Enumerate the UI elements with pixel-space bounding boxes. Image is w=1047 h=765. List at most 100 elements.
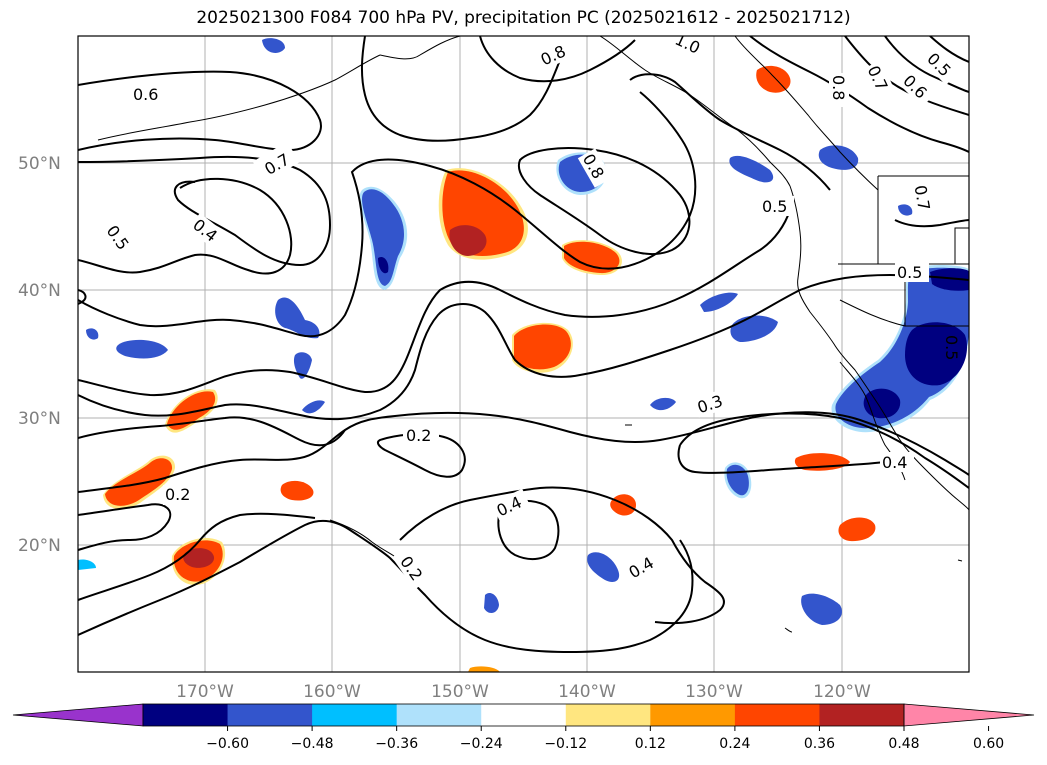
lat-label-20n: 20°N <box>18 536 61 556</box>
precip-blob <box>818 145 859 170</box>
precip-blob <box>293 352 312 379</box>
colorbar-swatch <box>227 704 313 726</box>
lon-label-160w: 160°W <box>303 682 361 702</box>
pv-contour <box>78 273 969 421</box>
pv-contour <box>844 36 969 116</box>
contour-labels: 0.6 0.7 0.4 0.5 0.8 1.0 0.8 0.8 0.7 0.6 … <box>101 36 961 590</box>
pv-contour <box>78 155 332 267</box>
precip-blob <box>275 297 320 339</box>
lon-label-140w: 140°W <box>558 682 616 702</box>
precip-blob <box>587 552 620 582</box>
colorbar-tick-label: −0.48 <box>291 736 334 752</box>
pv-contour <box>78 177 293 275</box>
precip-blob <box>700 292 738 312</box>
contour-label: 0.2 <box>406 426 431 445</box>
colorbar-swatch <box>396 704 482 726</box>
contour-label: 0.5 <box>762 197 787 216</box>
pv-contour <box>78 91 697 338</box>
colorbar-tick-label: −0.36 <box>375 736 418 752</box>
contour-label: 0.7 <box>911 184 934 212</box>
colorbar: −0.60 −0.48 −0.36 −0.24 −0.12 0.12 0.24 0.36 0.4… <box>12 703 1035 752</box>
precip-blob <box>449 225 487 256</box>
pv-contour <box>78 411 969 493</box>
colorbar-swatch <box>819 704 905 726</box>
precip-blob <box>930 268 969 291</box>
pv-contour <box>361 36 561 142</box>
colorbar-swatch <box>143 704 229 726</box>
contour-label: 0.4 <box>882 453 907 472</box>
precip-blob <box>905 322 968 386</box>
colorbar-tick-label: 0.24 <box>719 736 750 752</box>
pv-contour <box>497 499 560 561</box>
colorbar-swatch <box>312 704 398 726</box>
lon-label-150w: 150°W <box>431 682 489 702</box>
colorbar-tick-label: −0.24 <box>460 736 503 752</box>
colorbar-outline <box>142 703 905 727</box>
pv-contour <box>78 512 316 601</box>
lat-label-50n: 50°N <box>18 154 61 174</box>
precip-blob <box>280 480 314 501</box>
colorbar-tick-label: 0.36 <box>804 736 835 752</box>
precip-blob <box>863 388 901 419</box>
pv-contour <box>894 219 969 228</box>
pv-contour <box>749 36 969 153</box>
precip-blob <box>105 458 173 506</box>
map-title: 2025021300 F084 700 hPa PV, precipitatio… <box>196 8 851 28</box>
colorbar-tick-label: 0.12 <box>635 736 666 752</box>
pv-contour <box>78 503 172 551</box>
precip-blob <box>262 38 285 53</box>
pv-contour <box>78 70 322 152</box>
contour-label: 0.8 <box>829 75 848 100</box>
precip-blob <box>378 256 389 274</box>
colorbar-extend-high <box>903 703 1035 727</box>
colorbar-swatch <box>734 704 820 726</box>
pv-contours <box>78 36 969 654</box>
coastlines <box>97 36 969 633</box>
pv-contour <box>78 209 791 397</box>
precip-blob <box>835 267 969 429</box>
colorbar-swatch <box>481 704 567 726</box>
colorbar-swatch <box>650 704 736 726</box>
precip-blob <box>302 400 325 414</box>
colorbar-tick-label: 0.60 <box>973 736 1004 752</box>
precip-blob <box>838 517 876 542</box>
pv-contour <box>399 486 725 625</box>
gridlines <box>78 36 969 672</box>
precip-blob <box>86 328 99 340</box>
precip-blob <box>650 397 676 411</box>
pv-contour <box>884 36 969 93</box>
map-area: 0.6 0.7 0.4 0.5 0.8 1.0 0.8 0.8 0.7 0.6 … <box>78 36 969 672</box>
precip-blob <box>484 593 499 614</box>
contour-label: 0.6 <box>133 85 158 104</box>
map-frame <box>77 35 970 673</box>
precip-blob <box>183 548 215 568</box>
precip-blob <box>729 155 774 183</box>
colorbar-extend-low <box>12 703 144 727</box>
lon-label-120w: 120°W <box>813 682 871 702</box>
pv-contour <box>679 412 969 489</box>
colorbar-tick-label: −0.60 <box>206 736 249 752</box>
pv-contour <box>677 444 886 474</box>
contour-label: 0.2 <box>165 485 190 504</box>
precip-blob <box>362 189 405 286</box>
pv-contour <box>629 73 831 191</box>
colorbar-tick-label: 0.48 <box>888 736 919 752</box>
precip-blob <box>167 391 216 430</box>
lon-label-130w: 130°W <box>685 682 743 702</box>
pv-contour <box>929 36 969 63</box>
precip-blob <box>116 339 168 359</box>
pv-contour <box>78 289 87 305</box>
pv-contour <box>479 36 636 83</box>
colorbar-tick-label: −0.12 <box>544 736 587 752</box>
colorbar-swatch <box>565 704 651 726</box>
latitude-labels: 50°N 40°N 30°N 20°N <box>18 154 61 556</box>
contour-label: 0.5 <box>942 335 961 360</box>
lat-label-40n: 40°N <box>18 281 61 301</box>
lon-label-170w: 170°W <box>176 682 234 702</box>
precip-blob <box>564 241 620 274</box>
precip-blob <box>78 559 96 570</box>
precip-blob <box>514 324 571 370</box>
contour-label: 0.5 <box>897 263 922 282</box>
lat-label-30n: 30°N <box>18 409 61 429</box>
